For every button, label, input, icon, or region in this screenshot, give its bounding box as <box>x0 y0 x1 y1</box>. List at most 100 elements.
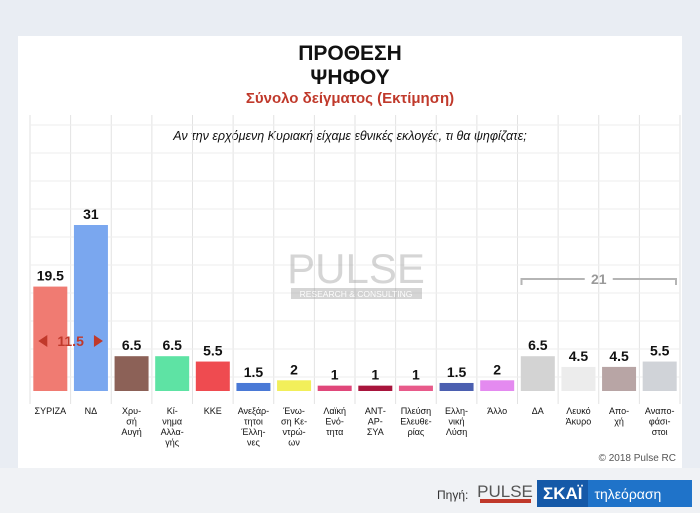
source-label: Πηγή: <box>437 488 469 502</box>
category-label: ΣΥΑ <box>367 427 384 437</box>
category-label: ΑΝΤ- <box>365 406 386 416</box>
category-label: Ελλη- <box>445 406 468 416</box>
category-label: Άκυρο <box>566 417 592 427</box>
category-label: χή <box>614 417 624 427</box>
bar <box>398 385 433 391</box>
category-label: ση Κε- <box>281 417 307 427</box>
bar-group: 5.5 ΚΚΕ <box>195 343 230 416</box>
category-label: ΑΡ- <box>368 417 383 427</box>
category-label: Λευκό <box>566 406 590 416</box>
bar-group: 6.5 ΔΑ <box>520 337 555 416</box>
bar-value-label: 2 <box>493 361 501 377</box>
category-label: Ελευθε- <box>400 417 431 427</box>
category-label: Έλλη- <box>240 427 265 437</box>
bar-value-label: 19.5 <box>37 268 64 284</box>
bar-value-label: 2 <box>290 361 298 377</box>
chart-title-line1: ΠΡΟΘΕΣΗ <box>298 42 402 65</box>
gap-label: 11.5 <box>57 333 84 349</box>
chart-card <box>18 36 682 468</box>
gap-arrow-right-icon <box>93 335 103 347</box>
bar-group: 2 Άλλο <box>480 361 515 416</box>
survey-question: Αν την ερχόμενη Κυριακή είχαμε εθνικές ε… <box>173 129 527 143</box>
bar <box>73 225 108 391</box>
bar-value-label: 1.5 <box>244 364 264 380</box>
bar-value-label: 1 <box>371 367 379 383</box>
category-label: Αναπο- <box>645 406 675 416</box>
category-label: Ενό- <box>325 417 344 427</box>
bar-value-label: 6.5 <box>162 337 182 353</box>
bar-value-label: 1 <box>331 367 339 383</box>
bar-group: 4.5 Απο-χή <box>602 348 637 427</box>
watermark-logo-subtext: RESEARCH & CONSULTING <box>300 289 413 299</box>
chart-subtitle: Σύνολο δείγματος (Εκτίμηση) <box>245 90 455 107</box>
bar <box>114 356 149 391</box>
pulse-logo-text: PULSE <box>478 482 533 501</box>
category-label: Χρυ- <box>122 406 141 416</box>
category-label: Ανεξάρ- <box>238 406 269 416</box>
category-label: τητοι <box>244 417 263 427</box>
category-label: Κί- <box>167 406 178 416</box>
chart-title-line2: ΨΗΦΟΥ <box>310 66 390 89</box>
bracket-right <box>612 278 677 285</box>
bar-value-label: 5.5 <box>650 343 670 359</box>
category-label: ΣΥΡΙΖΑ <box>35 406 67 416</box>
category-label: φάσι- <box>649 417 671 427</box>
bracket-label: 21 <box>591 271 607 287</box>
gap-arrow-left-icon <box>38 335 48 347</box>
category-label: Απο- <box>609 406 629 416</box>
category-label: γής <box>165 438 180 448</box>
bar-group: 1 ΑΝΤ-ΑΡ-ΣΥΑ <box>358 367 393 437</box>
category-label: Πλεύση <box>401 406 432 416</box>
bar-value-label: 6.5 <box>122 337 142 353</box>
bar-group: 31 ΝΔ <box>73 206 108 416</box>
bracket-left <box>520 278 585 285</box>
bar <box>155 356 190 391</box>
category-label: ων <box>288 438 300 448</box>
bar-value-label: 1.5 <box>447 364 467 380</box>
category-label: νημα <box>162 417 182 427</box>
category-label: νική <box>449 417 465 427</box>
category-label: ΔΑ <box>532 406 544 416</box>
category-label: Ένω- <box>282 406 305 416</box>
category-label: στοι <box>652 427 668 437</box>
category-label: νες <box>247 438 261 448</box>
bar <box>602 366 637 391</box>
bar <box>317 385 352 391</box>
copyright-text: © 2018 Pulse RC <box>598 453 676 464</box>
bar-group: 5.5 Αναπο-φάσι-στοι <box>642 343 677 437</box>
category-label: ΝΔ <box>85 406 98 416</box>
bar <box>642 361 677 391</box>
category-label: Άλλο <box>487 406 507 416</box>
bar <box>277 380 312 391</box>
bar <box>195 361 230 391</box>
bar <box>358 385 393 391</box>
pulse-logo: PULSE <box>478 482 533 503</box>
category-label: Λαϊκή <box>323 406 346 416</box>
bar <box>561 366 596 391</box>
watermark-logo-text: PULSE <box>287 245 425 292</box>
category-label: ΚΚΕ <box>204 406 222 416</box>
skai-logo-tagline: τηλεόραση <box>594 485 662 502</box>
bar <box>520 356 555 391</box>
bar-value-label: 4.5 <box>609 348 629 364</box>
category-label: Αλλα- <box>161 427 184 437</box>
bar-group: 19.5 ΣΥΡΙΖΑ <box>33 268 68 416</box>
bar-value-label: 1 <box>412 367 420 383</box>
bar-value-label: 6.5 <box>528 337 548 353</box>
category-label: ντρώ- <box>282 427 305 437</box>
bar-value-label: 31 <box>83 206 99 222</box>
skai-logo-name: ΣΚΑΪ <box>537 480 589 507</box>
category-label: Λύση <box>446 427 468 437</box>
category-label: τητα <box>326 427 343 437</box>
category-label: ρίας <box>408 427 425 437</box>
skai-logo: ΣΚΑΪ τηλεόραση <box>537 480 692 507</box>
bar <box>236 382 271 391</box>
